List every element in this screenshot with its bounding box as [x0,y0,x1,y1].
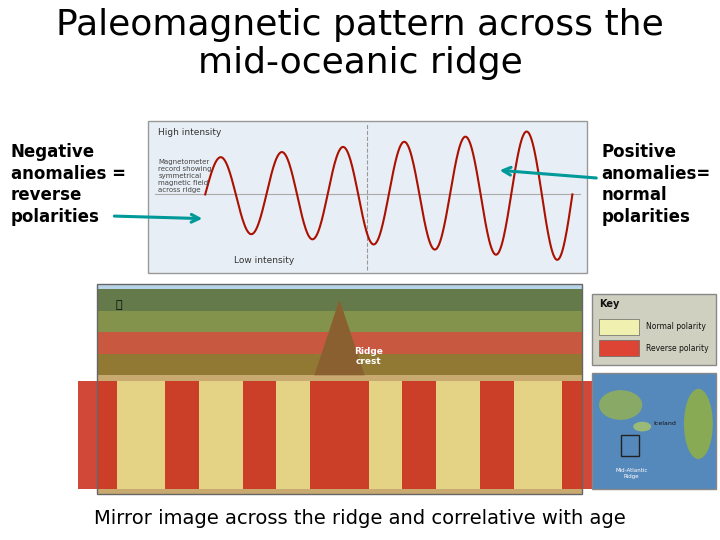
Bar [97,332,582,354]
Bar [78,381,117,489]
Polygon shape [314,300,365,375]
Bar [276,381,310,489]
Text: Paleomagnetic pattern across the
mid-oceanic ridge: Paleomagnetic pattern across the mid-oce… [56,8,664,80]
Bar [243,381,276,489]
Ellipse shape [633,422,651,431]
Bar [199,381,243,489]
Text: Key: Key [599,299,619,309]
Text: Magnetometer
record showing
symmetrical
magnetic field
across ridge: Magnetometer record showing symmetrical … [158,159,212,193]
Bar [514,381,562,489]
Text: Normal polarity: Normal polarity [646,322,706,331]
Text: Negative
anomalies =
reverse
polarities: Negative anomalies = reverse polarities [11,143,126,226]
Bar [310,381,340,489]
Text: Mirror image across the ridge and correlative with age: Mirror image across the ridge and correl… [94,509,626,528]
Bar [562,381,601,489]
Bar [117,381,165,489]
Text: High intensity: High intensity [158,128,222,137]
Bar [97,284,582,375]
Bar [480,381,514,489]
Ellipse shape [599,390,642,420]
Bar [599,319,639,335]
Bar [97,284,582,494]
Bar [165,381,199,489]
Bar [436,381,480,489]
Bar [621,435,639,456]
Bar [599,340,639,356]
Text: Low intensity: Low intensity [234,255,294,265]
Bar [148,122,587,273]
Bar [369,381,402,489]
Bar [592,294,716,364]
Bar [340,381,369,489]
Text: Mid-Atlantic
Ridge: Mid-Atlantic Ridge [616,468,647,479]
Text: Ridge
crest: Ridge crest [354,347,383,366]
Bar [592,373,716,489]
Bar [97,375,582,494]
Bar [97,289,582,310]
Bar [97,354,582,375]
Ellipse shape [684,389,713,459]
Text: 🚢: 🚢 [115,300,122,310]
Bar [402,381,436,489]
Text: Positive
anomalies=
normal
polarities: Positive anomalies= normal polarities [601,143,711,226]
Text: Reverse polarity: Reverse polarity [646,344,708,353]
Bar [97,310,582,332]
Text: Iceland: Iceland [653,421,676,427]
